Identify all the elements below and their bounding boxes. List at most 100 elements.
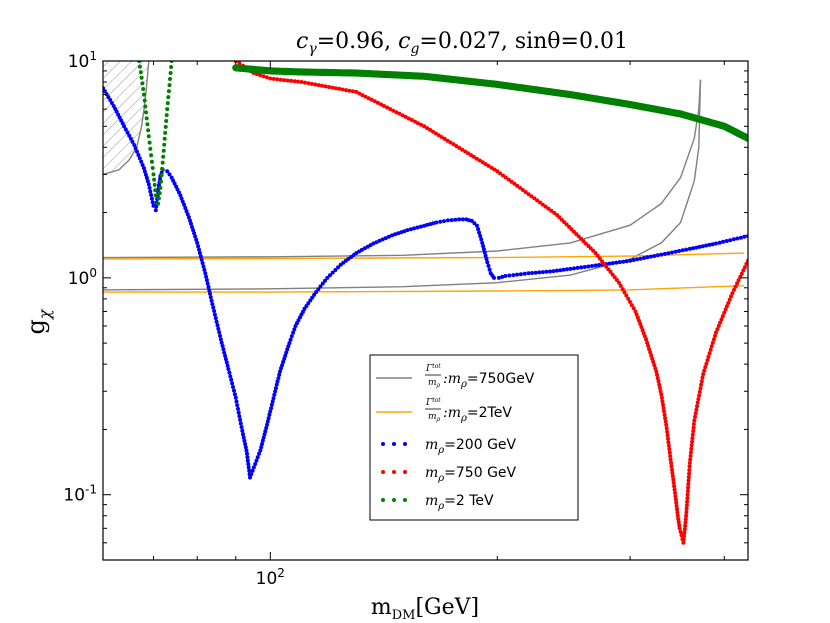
data-point (431, 221, 436, 226)
data-point (165, 101, 170, 106)
data-point (673, 490, 677, 495)
data-point (166, 89, 171, 94)
data-point (272, 392, 277, 397)
legend-frac-den-750: mρ (428, 378, 441, 389)
data-point (379, 102, 383, 107)
data-point (515, 272, 520, 277)
data-point (157, 191, 162, 196)
data-point (405, 228, 410, 233)
data-point (478, 234, 483, 238)
data-point (666, 436, 670, 441)
data-point (597, 256, 602, 261)
data-point (344, 88, 348, 93)
data-point (212, 309, 217, 313)
data-point (677, 249, 682, 253)
excluded-hatched-region (103, 61, 149, 175)
data-point (664, 422, 669, 427)
data-point (561, 267, 566, 272)
data-point (189, 221, 193, 226)
data-point (684, 513, 689, 518)
data-point (590, 264, 594, 268)
data-point (149, 193, 154, 197)
data-point (150, 166, 155, 170)
data-point (108, 98, 113, 102)
data-point (582, 265, 587, 269)
data-point (700, 244, 705, 249)
data-point (501, 173, 505, 178)
data-point (246, 462, 251, 466)
legend-label-width-750: :mρ=750GeV (443, 371, 535, 390)
data-point (479, 237, 484, 242)
data-point (144, 110, 148, 115)
data-point (383, 236, 388, 241)
data-point (442, 136, 447, 141)
data-point (371, 241, 376, 246)
data-point (276, 376, 281, 381)
data-point (694, 245, 699, 250)
data-point (278, 77, 283, 82)
y-axis-label: gχ (22, 308, 54, 334)
data-point (732, 287, 736, 292)
data-point (243, 445, 248, 450)
data-point (282, 78, 287, 83)
data-point (714, 330, 718, 335)
data-point (702, 368, 707, 373)
data-point (279, 366, 283, 371)
data-point (168, 71, 173, 75)
data-point (668, 454, 673, 459)
data-point (685, 499, 690, 504)
data-point (535, 198, 540, 203)
data-point (690, 439, 695, 444)
data-point (223, 353, 228, 358)
data-point (685, 492, 690, 497)
data-point (169, 175, 174, 180)
data-point (663, 419, 668, 424)
data-point (681, 540, 686, 545)
data-point (628, 299, 632, 304)
data-point (218, 333, 222, 338)
data-point (684, 506, 689, 511)
data-point (141, 87, 146, 91)
data-point (145, 179, 150, 184)
data-point (198, 254, 203, 259)
data-point (425, 222, 430, 227)
data-point (218, 337, 223, 342)
data-point (691, 425, 696, 430)
data-point (552, 210, 557, 215)
data-point (673, 497, 678, 502)
data-point (159, 179, 163, 184)
data-point (731, 237, 736, 242)
data-point (172, 181, 177, 186)
data-point (656, 379, 661, 384)
data-point (287, 341, 292, 346)
data-point (629, 303, 634, 308)
legend-frac-num-2000: Γtot (425, 397, 441, 408)
data-point (257, 451, 261, 456)
data-point (215, 323, 220, 328)
data-point (675, 510, 680, 515)
data-point (645, 340, 650, 345)
data-point (739, 271, 744, 276)
data-point (676, 520, 681, 524)
data-point (366, 96, 371, 101)
data-point (396, 231, 401, 236)
data-point (733, 284, 738, 289)
data-point (174, 184, 179, 189)
data-point (549, 208, 554, 213)
data-point (498, 171, 503, 176)
data-point (418, 224, 423, 229)
data-point (143, 172, 148, 177)
legend-entry-width-2000: Γtot mρ :mρ=2TeV (376, 397, 512, 424)
data-point (163, 124, 168, 129)
data-point (676, 516, 681, 521)
data-point (200, 261, 205, 266)
data-point (167, 172, 172, 177)
data-point (518, 185, 523, 190)
data-point (275, 77, 280, 82)
data-point (506, 177, 511, 182)
data-point (281, 360, 286, 364)
data-point (320, 83, 324, 88)
series-gray_low_mass-main-line (103, 61, 150, 176)
data-point (460, 217, 465, 222)
data-point (133, 146, 138, 151)
